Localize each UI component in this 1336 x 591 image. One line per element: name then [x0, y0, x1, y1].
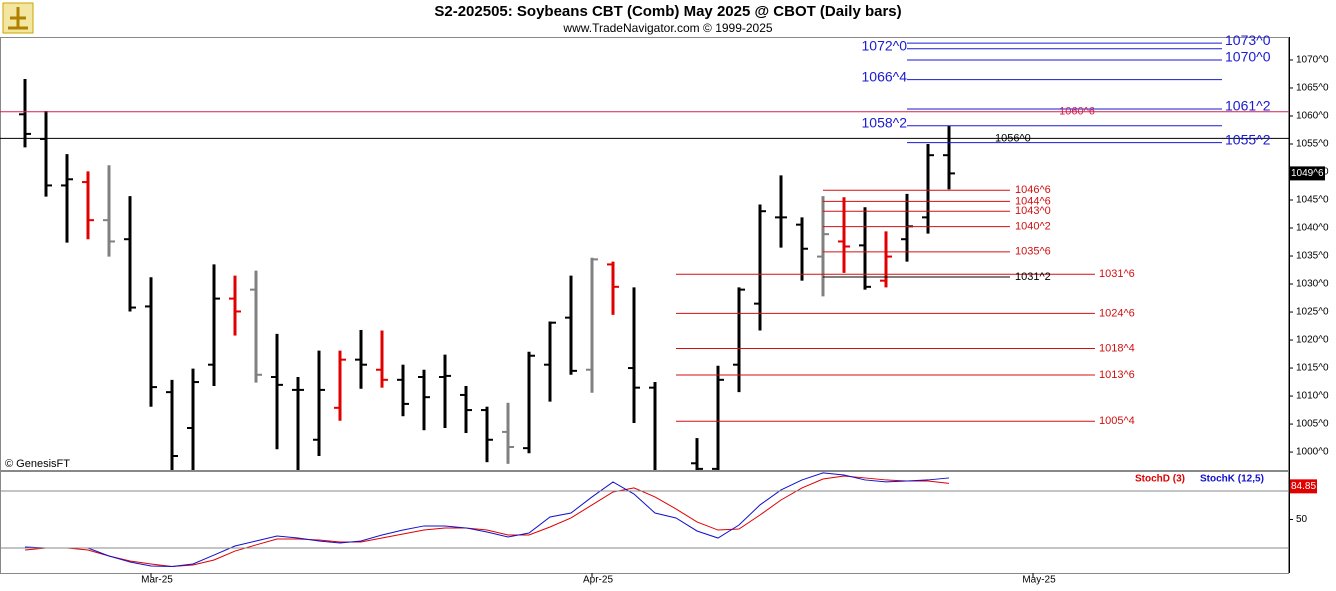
level-label: 1018^4 — [1099, 342, 1135, 354]
level-label: 1044^6 — [1015, 195, 1051, 207]
level-label: 1005^4 — [1099, 415, 1135, 427]
price-plot — [19, 79, 955, 470]
y-tick-label: 1060^0 — [1296, 111, 1329, 122]
level-label: 1024^6 — [1099, 307, 1135, 319]
level-label: 1061^2 — [1225, 98, 1271, 114]
y-tick-label: 1030^0 — [1296, 279, 1329, 290]
level-label: 1055^2 — [1225, 131, 1271, 147]
level-label: 1013^6 — [1099, 369, 1135, 381]
last-price-label: 1049^6 — [1291, 168, 1324, 179]
y-tick-label: 1015^0 — [1296, 363, 1329, 374]
logo — [2, 2, 34, 34]
last-value-box — [1289, 479, 1317, 494]
y-tick-label: 1025^0 — [1296, 307, 1329, 318]
price-panel — [0, 37, 1289, 471]
y-tick-label: 1010^0 — [1296, 391, 1329, 402]
level-label: 1046^6 — [1015, 184, 1051, 196]
level-label: 1043^0 — [1015, 205, 1051, 217]
last-price-box — [1289, 166, 1325, 181]
chart-title: S2-202505: Soybeans CBT (Comb) May 2025 … — [434, 3, 901, 20]
level-label: 1058^2 — [862, 114, 908, 130]
y-tick-label: 1070^0 — [1296, 55, 1329, 66]
level-label: 1031^2 — [1015, 271, 1051, 283]
level-label: 1035^6 — [1015, 246, 1051, 258]
stoch-panel — [0, 471, 1289, 574]
last-value-label: 84.85 — [1291, 481, 1316, 492]
stoch-plot — [24, 472, 950, 568]
y-tick-label: 1040^0 — [1296, 223, 1329, 234]
level-label: 1040^2 — [1015, 221, 1051, 233]
y-tick-label: 1065^0 — [1296, 83, 1329, 94]
x-tick-label: May-25 — [1022, 575, 1056, 586]
stoch-line — [24, 472, 950, 568]
y-tick-label: 1035^0 — [1296, 251, 1329, 262]
source: © GenesisFT — [5, 458, 70, 470]
x-tick-label: Mar-25 — [141, 575, 173, 586]
level-label: 1073^0 — [1225, 32, 1271, 48]
y-tick-label: 50 — [1296, 514, 1308, 525]
y-tick-label: 1020^0 — [1296, 335, 1329, 346]
level-label: 1066^4 — [862, 68, 908, 84]
x-tick-label: Apr-25 — [583, 575, 613, 586]
y-tick-label: 1055^0 — [1296, 139, 1329, 150]
legend-label: StochK (12,5) — [1200, 474, 1264, 485]
level-label: 1072^0 — [862, 37, 908, 53]
y-tick-label: 1000^0 — [1296, 447, 1329, 458]
level-label: 1031^6 — [1099, 268, 1135, 280]
y-tick-label: 1005^0 — [1296, 419, 1329, 430]
level-label: 1060^6 — [1059, 106, 1095, 118]
legend-label: StochD (3) — [1135, 474, 1185, 485]
level-label: 1070^0 — [1225, 49, 1271, 65]
chart-subtitle: www.TradeNavigator.com © 1999-2025 — [562, 21, 772, 35]
y-tick-label: 1045^0 — [1296, 195, 1329, 206]
level-label: 1056^0 — [995, 132, 1031, 144]
